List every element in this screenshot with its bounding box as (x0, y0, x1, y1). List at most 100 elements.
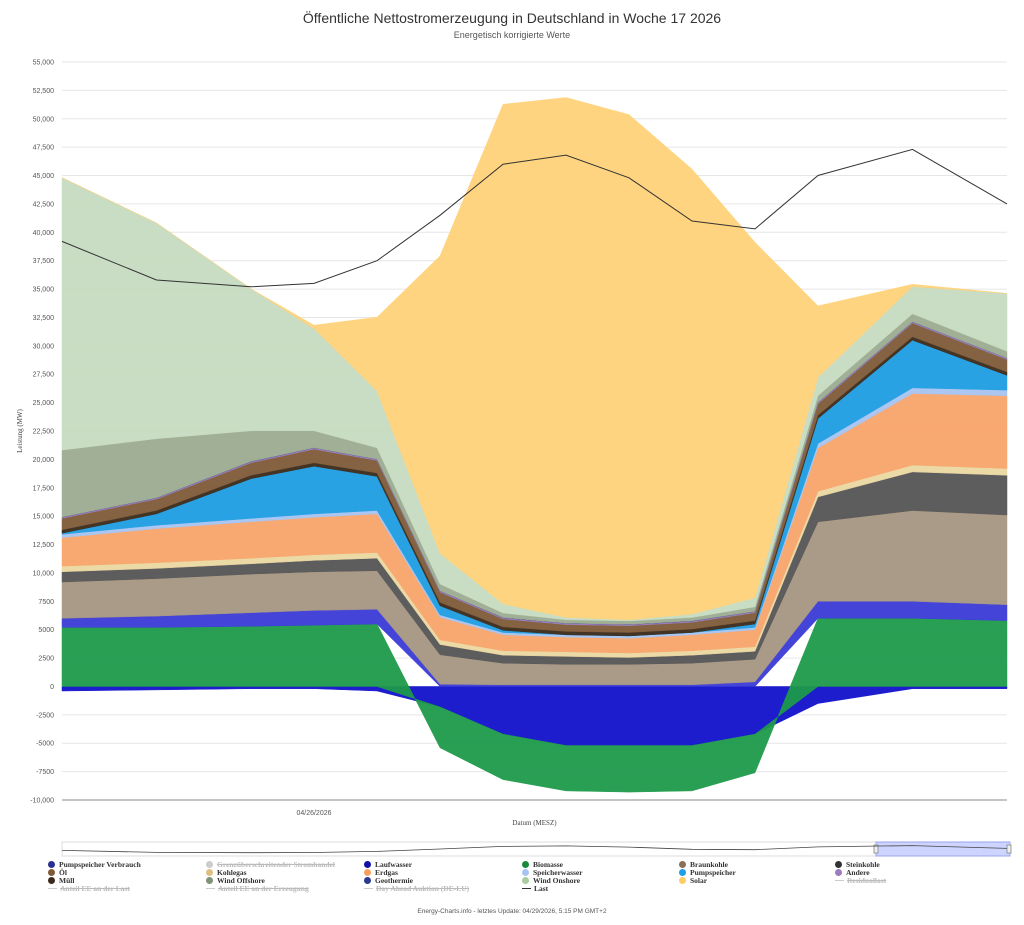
legend-item-day-ahead-auktion-de-lu-[interactable]: Day Ahead Auktion (DE-LU) (364, 884, 469, 893)
legend-dot-icon (206, 877, 213, 884)
legend-label: Grenzüberschreitender Stromhandel (217, 860, 335, 869)
legend-item-speicherwasser[interactable]: Speicherwasser (522, 868, 583, 877)
legend-dot-icon (364, 869, 371, 876)
legend-item-pumpspeicher-verbrauch[interactable]: Pumpspeicher Verbrauch (48, 860, 141, 869)
y-tick-label: 42,500 (33, 201, 55, 208)
y-tick-label: 37,500 (33, 258, 55, 265)
legend-dot-icon (48, 869, 55, 876)
legend-label: Wind Onshore (533, 876, 581, 885)
legend-label: Speicherwasser (533, 868, 583, 877)
negative-areas (61, 686, 1008, 746)
legend-label: Müll (59, 876, 75, 885)
y-tick-label: -2500 (36, 712, 54, 719)
legend-item-braunkohle[interactable]: Braunkohle (679, 860, 728, 869)
y-tick-label: 17,500 (33, 485, 55, 492)
legend-item-muell[interactable]: Müll (48, 876, 74, 885)
legend-label: Geothermie (375, 876, 413, 885)
legend-dot-icon (206, 861, 213, 868)
y-tick-label: -7500 (36, 769, 54, 776)
legend-item-steinkohle[interactable]: Steinkohle (835, 860, 880, 869)
y-axis-title: Leistung (MW) (16, 408, 24, 452)
legend-label: Anteil EE an der Erzeugung (218, 884, 309, 893)
legend-item-anteil-ee-an-der-erzeugung[interactable]: Anteil EE an der Erzeugung (206, 884, 309, 893)
x-axis-title: Datum (MESZ) (512, 819, 557, 827)
legend-line-icon (522, 887, 531, 889)
area-solar (61, 97, 1008, 621)
y-tick-label: 55,000 (33, 60, 55, 67)
y-tick-label: 45,000 (33, 173, 55, 180)
y-tick-label: -10,000 (30, 798, 54, 805)
navigator-handle-right (1006, 844, 1012, 854)
legend-item-biomasse[interactable]: Biomasse (522, 860, 563, 869)
legend-item-geothermie[interactable]: Geothermie (364, 876, 413, 885)
y-tick-label: 22,500 (33, 429, 55, 436)
legend-label: Erdgas (375, 868, 398, 877)
legend-dot-icon (835, 861, 842, 868)
legend-item-solar[interactable]: Solar (679, 876, 707, 885)
legend-line-icon (206, 887, 215, 889)
legend-item-wind-offshore[interactable]: Wind Offshore (206, 876, 265, 885)
y-tick-label: 27,500 (33, 372, 55, 379)
y-tick-label: 25,000 (33, 400, 55, 407)
axes: 55,000 52,500 50,000 47,500 45,000 42,500 40,0… (16, 60, 1007, 827)
navigator-handle-left (873, 844, 879, 854)
y-tick-label: 12,500 (33, 542, 55, 549)
legend-label: Last (534, 884, 549, 893)
navigator-selection (875, 841, 1011, 857)
y-tick-label: 32,500 (33, 315, 55, 322)
line-last (61, 148, 1008, 288)
y-tick-label: 10,000 (33, 570, 55, 577)
legend-item-anteil-ee-an-der-last[interactable]: Anteil EE an der Last (48, 884, 130, 893)
legend-item-pumpspeicher[interactable]: Pumpspeicher (679, 868, 736, 877)
y-tick-label: 47,500 (33, 145, 55, 152)
legend-dot-icon (679, 869, 686, 876)
legend-dot-icon (679, 861, 686, 868)
legend-item-grenzueberschreitender-stromhandel[interactable]: Grenzüberschreitender Stromhandel (206, 860, 335, 869)
legend-label: Anteil EE an der Last (60, 884, 130, 893)
y-tick-label: 50,000 (33, 116, 55, 123)
y-tick-label: 30,000 (33, 343, 55, 350)
legend-label: Pumpspeicher (690, 868, 736, 877)
legend-dot-icon (48, 861, 55, 868)
legend-label: Biomasse (533, 860, 563, 869)
legend-label: Braunkohle (690, 860, 728, 869)
legend-line-icon (364, 887, 373, 889)
y-tick-label: -5000 (36, 741, 54, 748)
y-tick-label: 0 (50, 684, 54, 691)
legend-item-kohlegas[interactable]: Kohlegas (206, 868, 247, 877)
legend-label: Day Ahead Auktion (DE-LU) (376, 884, 470, 893)
legend-label: Wind Offshore (217, 876, 265, 885)
legend-item-residuallast[interactable]: Residuallast (835, 876, 886, 885)
legend-item-wind-onshore[interactable]: Wind Onshore (522, 876, 580, 885)
navigator-track (61, 841, 1008, 857)
chart-subtitle: Energetisch korrigierte Werte (453, 30, 571, 40)
legend-line-icon (835, 879, 844, 881)
legend-item-last[interactable]: Last (522, 884, 548, 893)
area-pumpspeicher-verbrauch (61, 686, 1008, 746)
y-tick-label: 5000 (38, 627, 54, 634)
legend-item-erdgas[interactable]: Erdgas (364, 868, 398, 877)
legend-dot-icon (522, 869, 529, 876)
legend-item-oel[interactable]: Öl (48, 868, 67, 877)
stacked-areas (61, 97, 1008, 793)
navigator-line (61, 845, 1008, 854)
legend-dot-icon (364, 861, 371, 868)
y-tick-label: 15,000 (33, 514, 55, 521)
legend-label: Pumpspeicher Verbrauch (59, 860, 141, 869)
legend-item-laufwasser[interactable]: Laufwasser (364, 860, 412, 869)
legend-label: Solar (690, 876, 708, 885)
legend-label: Laufwasser (375, 860, 413, 869)
footer-note: Energy-Charts.info - letztes Update: 04/… (417, 908, 607, 915)
legend-dot-icon (522, 877, 529, 884)
legend-dot-icon (206, 869, 213, 876)
legend-line-icon (48, 887, 57, 889)
range-navigator[interactable] (61, 841, 1012, 857)
area-biomasse (61, 618, 1008, 793)
legend-label: Steinkohle (846, 860, 880, 869)
y-tick-label: 40,000 (33, 230, 55, 237)
y-tick-label: 20,000 (33, 457, 55, 464)
y-tick-label: 2500 (38, 656, 54, 663)
chart-title: Öffentliche Nettostromerzeugung in Deuts… (302, 10, 722, 26)
legend-item-andere[interactable]: Andere (835, 868, 870, 877)
